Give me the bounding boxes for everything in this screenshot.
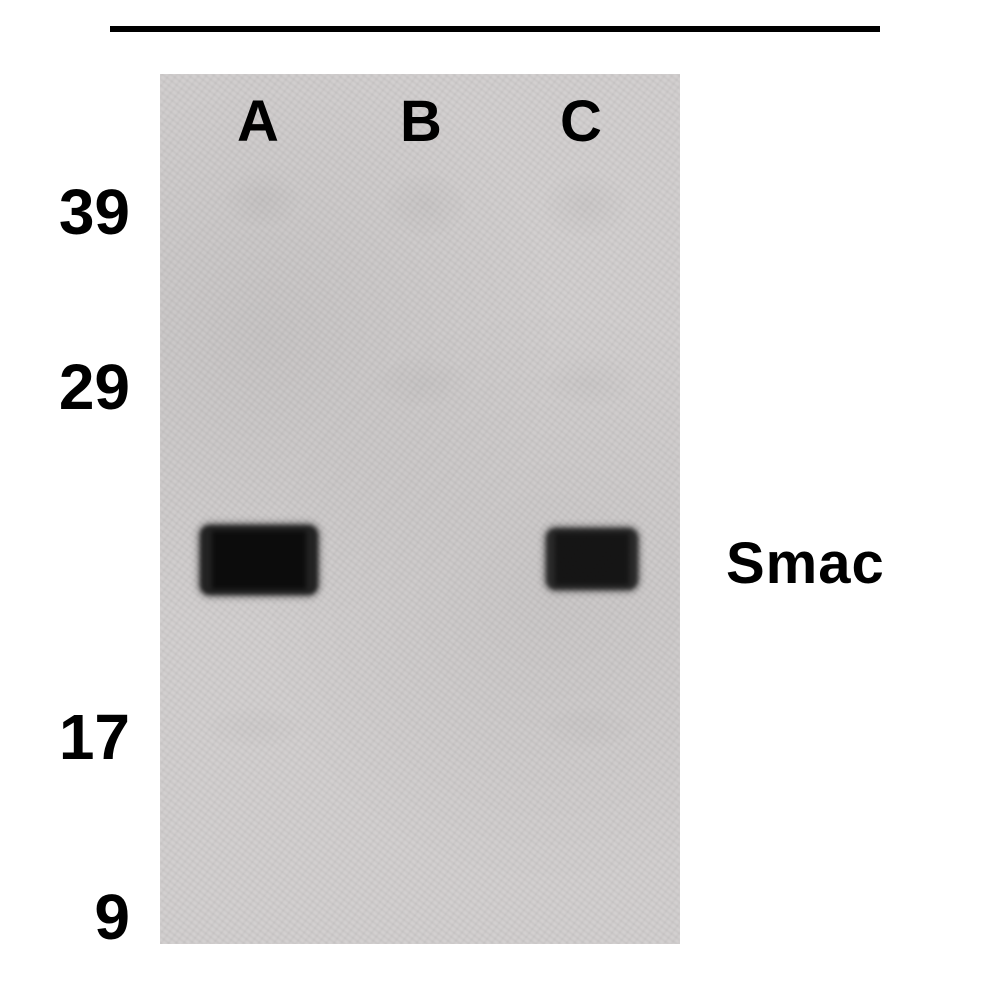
- lane-label-b: B: [400, 88, 444, 155]
- faint-mark: [222, 170, 302, 230]
- band-annotation-smac: Smac: [726, 530, 885, 597]
- faint-mark: [200, 705, 310, 750]
- faint-mark: [538, 705, 638, 750]
- mw-marker-9: 9: [10, 880, 130, 954]
- faint-mark: [538, 355, 638, 410]
- top-rule: [110, 26, 880, 32]
- faint-mark: [372, 355, 472, 410]
- mw-marker-39: 39: [10, 175, 130, 249]
- faint-mark: [540, 170, 630, 240]
- band-lane-a-smac: [200, 525, 318, 595]
- faint-mark: [380, 170, 470, 240]
- lane-label-c: C: [560, 88, 604, 155]
- band-lane-c-smac: [546, 528, 638, 590]
- figure-canvas: A B C 39 29 17 9 Smac: [0, 0, 1000, 1000]
- lane-label-a: A: [237, 88, 281, 155]
- mw-marker-29: 29: [10, 350, 130, 424]
- mw-marker-17: 17: [10, 700, 130, 774]
